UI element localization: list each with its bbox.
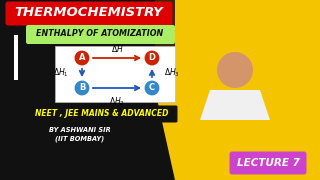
Polygon shape xyxy=(155,0,320,180)
Text: B: B xyxy=(79,84,85,93)
Text: D: D xyxy=(148,53,156,62)
Circle shape xyxy=(74,80,90,96)
FancyBboxPatch shape xyxy=(27,105,178,123)
Text: C: C xyxy=(149,84,155,93)
Circle shape xyxy=(144,50,160,66)
FancyBboxPatch shape xyxy=(5,1,172,26)
Text: $\Delta H_3$: $\Delta H_3$ xyxy=(164,67,180,79)
Bar xyxy=(14,35,18,80)
Circle shape xyxy=(144,80,160,96)
Bar xyxy=(55,46,175,102)
Text: $\Delta H$: $\Delta H$ xyxy=(111,43,124,54)
Text: $\Delta H_2$: $\Delta H_2$ xyxy=(109,95,125,107)
Text: BY ASHWANI SIR
(IIT BOMBAY): BY ASHWANI SIR (IIT BOMBAY) xyxy=(49,127,111,143)
Text: NEET , JEE MAINS & ADVANCED: NEET , JEE MAINS & ADVANCED xyxy=(35,109,169,118)
FancyBboxPatch shape xyxy=(229,152,307,174)
Text: $\Delta H_1$: $\Delta H_1$ xyxy=(53,67,69,79)
Text: A: A xyxy=(79,53,85,62)
Text: THERMOCHEMISTRY: THERMOCHEMISTRY xyxy=(15,6,164,19)
FancyBboxPatch shape xyxy=(26,25,175,44)
Text: ENTHALPY OF ATOMIZATION: ENTHALPY OF ATOMIZATION xyxy=(36,30,164,39)
Text: LECTURE 7: LECTURE 7 xyxy=(236,158,300,168)
Polygon shape xyxy=(200,90,270,120)
Polygon shape xyxy=(155,0,175,90)
Circle shape xyxy=(217,52,253,88)
Circle shape xyxy=(74,50,90,66)
